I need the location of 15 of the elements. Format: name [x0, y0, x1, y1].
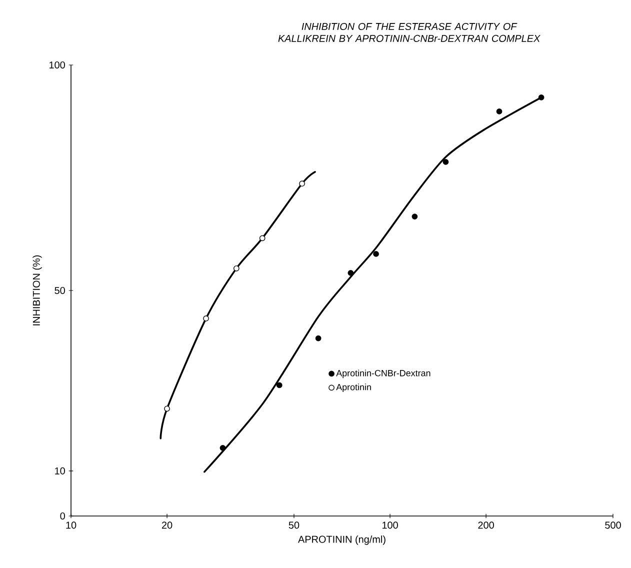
- y-axis-title: INHIBITION (%): [32, 255, 42, 326]
- x-tick-label: 20: [162, 522, 172, 529]
- legend-label: Aprotinin-CNBr-Dextran: [336, 370, 430, 378]
- x-tick-label: 10: [66, 522, 76, 529]
- y-tick-label: 50: [54, 286, 65, 294]
- x-tick-label: 200: [478, 522, 494, 529]
- x-tick-label: 100: [382, 522, 398, 529]
- legend-label: Aprotinin: [336, 384, 371, 392]
- y-tick-label: 10: [55, 467, 65, 474]
- y-tick-label: 100: [50, 61, 65, 69]
- x-axis-title: APROTININ (ng/ml): [298, 536, 386, 545]
- y-tick-label: 0: [60, 512, 65, 520]
- x-tick-label: 500: [605, 522, 621, 529]
- chart-title: INHIBITION OF THE ESTERASE ACTIVITY OF KALLIKREIN BY APROTININ-CNBr-DEXTRAN COMPLEX: [278, 22, 540, 42]
- x-tick-label: 50: [288, 522, 300, 529]
